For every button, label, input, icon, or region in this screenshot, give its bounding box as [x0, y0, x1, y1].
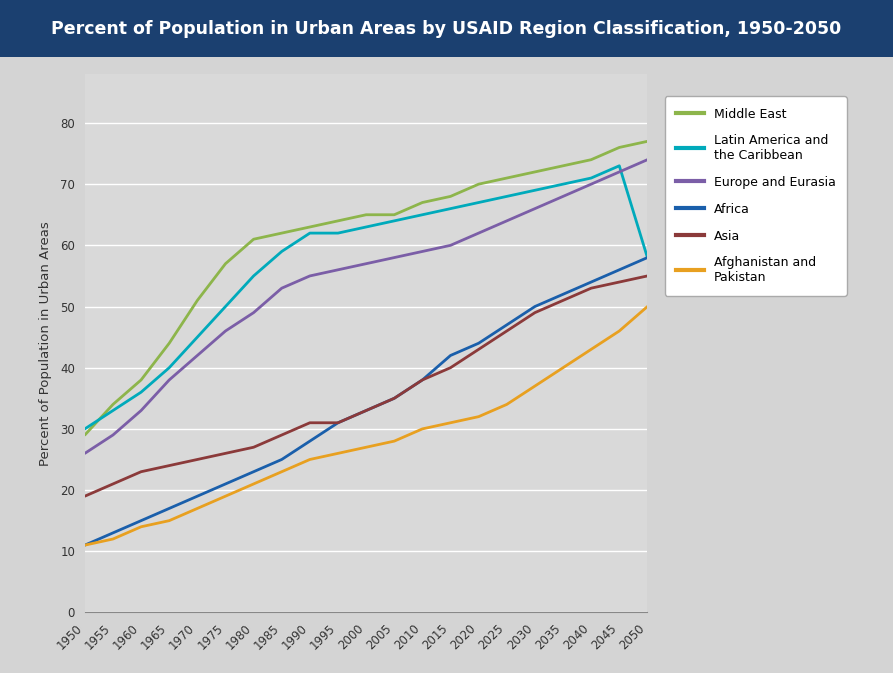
Y-axis label: Percent of Population in Urban Areas: Percent of Population in Urban Areas [39, 221, 52, 466]
Text: Percent of Population in Urban Areas by USAID Region Classification, 1950-2050: Percent of Population in Urban Areas by … [52, 20, 841, 38]
Legend: Middle East, Latin America and
the Caribbean, Europe and Eurasia, Africa, Asia, : Middle East, Latin America and the Carib… [665, 96, 847, 295]
